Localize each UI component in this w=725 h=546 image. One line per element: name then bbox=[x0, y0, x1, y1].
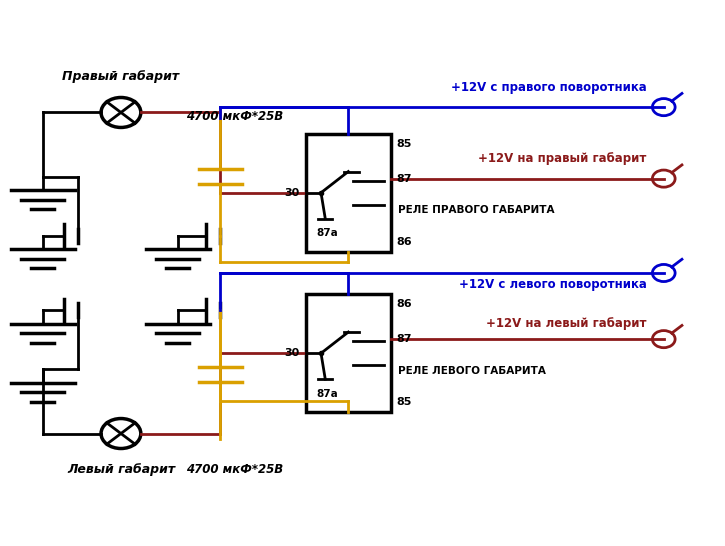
Text: 30: 30 bbox=[285, 348, 300, 358]
Text: 85: 85 bbox=[397, 397, 412, 407]
Text: 87а: 87а bbox=[316, 228, 338, 238]
Text: +12V с левого поворотника: +12V с левого поворотника bbox=[459, 278, 647, 292]
Bar bbox=[306, 134, 391, 252]
Text: 87: 87 bbox=[397, 334, 412, 344]
Text: 87а: 87а bbox=[316, 389, 338, 399]
Text: 4700 мкФ*25В: 4700 мкФ*25В bbox=[186, 463, 283, 476]
Text: +12V на левый габарит: +12V на левый габарит bbox=[486, 317, 647, 329]
Text: РЕЛЕ ПРАВОГО ГАБАРИТА: РЕЛЕ ПРАВОГО ГАБАРИТА bbox=[398, 205, 555, 215]
Text: 87: 87 bbox=[397, 174, 412, 183]
Text: 86: 86 bbox=[397, 237, 413, 247]
Text: +12V с правого поворотника: +12V с правого поворотника bbox=[451, 81, 647, 94]
Text: 30: 30 bbox=[285, 188, 300, 198]
Bar bbox=[306, 294, 391, 412]
Text: +12V на правый габарит: +12V на правый габарит bbox=[478, 152, 647, 165]
Text: 85: 85 bbox=[397, 139, 412, 149]
Text: Правый габарит: Правый габарит bbox=[62, 70, 180, 83]
Text: РЕЛЕ ЛЕВОГО ГАБАРИТА: РЕЛЕ ЛЕВОГО ГАБАРИТА bbox=[398, 366, 546, 376]
Text: 86: 86 bbox=[397, 299, 413, 309]
Text: 4700 мкФ*25В: 4700 мкФ*25В bbox=[186, 110, 283, 123]
Text: Левый габарит: Левый габарит bbox=[67, 463, 175, 476]
